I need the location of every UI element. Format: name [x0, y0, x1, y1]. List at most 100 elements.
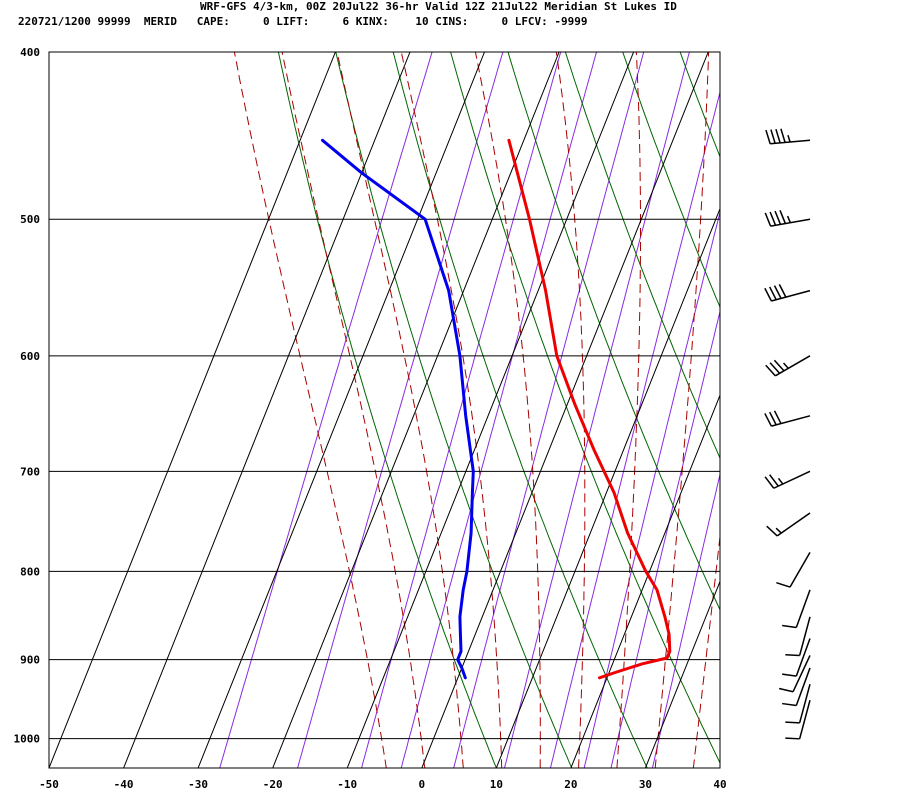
wind-barb-staff	[789, 552, 811, 588]
wind-barb-staff	[795, 638, 811, 677]
stability-indices-line: 220721/1200 99999 MERID CAPE: 0 LIFT: 6 …	[18, 15, 588, 28]
temperature-tick-label: -20	[263, 778, 283, 791]
wind-barb-staff	[773, 470, 811, 489]
isotherm-line	[570, 393, 720, 768]
wind-barb	[765, 128, 811, 145]
isotherm-line	[197, 52, 485, 768]
moist-adiabat-line	[336, 52, 464, 768]
wind-barb	[785, 616, 811, 657]
isotherm-line	[421, 52, 709, 768]
wind-barb-flag	[769, 211, 777, 226]
wind-barb	[785, 699, 811, 740]
wind-barb-half-flag	[787, 134, 791, 143]
wind-barb-flag	[775, 128, 781, 144]
pressure-tick-label: 900	[20, 654, 40, 667]
isotherm-line	[49, 52, 336, 768]
isotherm-line	[346, 52, 635, 768]
wind-barb-flag	[764, 287, 773, 302]
wind-barb	[778, 655, 811, 693]
pressure-tick-label: 500	[20, 213, 40, 226]
wind-barb-staff	[792, 655, 811, 693]
mixing-ratio-line	[361, 52, 562, 768]
wind-barb	[785, 684, 811, 724]
moist-adiabat-line	[233, 52, 387, 768]
wind-barb-half-flag	[782, 362, 789, 369]
wind-barb-flag	[764, 476, 775, 489]
wind-barb	[782, 589, 811, 629]
wind-barb-flag	[773, 410, 782, 424]
wind-barb-staff	[798, 699, 811, 740]
temperature-profile-line	[507, 138, 672, 680]
pressure-tick-label: 400	[20, 46, 40, 59]
wind-barb	[764, 410, 811, 427]
isotherm-line	[495, 207, 720, 768]
wind-barb-flag	[785, 653, 800, 657]
isotherm-line	[272, 52, 560, 768]
mixing-ratio-line	[610, 309, 720, 768]
moist-adiabat-line	[692, 532, 720, 768]
wind-barb-flag	[773, 359, 785, 372]
wind-barb	[764, 470, 811, 489]
isotherm-line	[123, 52, 411, 768]
moist-adiabat-line	[400, 52, 503, 768]
moist-adiabat-line	[555, 52, 586, 768]
wind-barb	[776, 552, 811, 588]
wind-barb-flag	[785, 737, 800, 740]
wind-barb-staff	[798, 684, 811, 724]
wind-barb	[782, 638, 811, 677]
wind-barb-flag	[778, 687, 794, 693]
isotherm-line	[644, 580, 720, 768]
wind-barb-flag	[776, 581, 791, 588]
mixing-ratio-line	[651, 472, 720, 768]
wind-barb-flag	[782, 624, 797, 629]
temperature-tick-label: 30	[639, 778, 652, 791]
mixing-ratio-line	[219, 52, 433, 768]
wind-barb	[765, 355, 811, 377]
wind-barb-staff	[771, 415, 811, 427]
moist-adiabat-line	[281, 52, 426, 768]
wind-barb-half-flag	[777, 477, 784, 485]
wind-barb-half-flag	[775, 527, 782, 534]
dry-adiabat-line	[277, 52, 497, 768]
moist-adiabat-line	[616, 52, 641, 768]
wind-barb-staff	[776, 512, 811, 537]
wind-barb-flag	[785, 721, 800, 724]
chart-title: WRF-GFS 4/3-km, 00Z 20Jul22 36-hr Valid …	[200, 0, 677, 13]
wind-barb-flag	[769, 286, 777, 301]
dry-adiabat-line	[450, 52, 720, 764]
wind-barb-flag	[773, 285, 782, 299]
dry-adiabat-line	[335, 52, 573, 768]
pressure-tick-label: 700	[20, 465, 40, 478]
mixing-ratio-line	[297, 52, 504, 768]
pressure-tick-label: 800	[20, 565, 40, 578]
wind-barb-staff	[774, 355, 811, 377]
pressure-tick-label: 1000	[14, 733, 41, 746]
wind-barb-staff	[798, 616, 811, 656]
wind-barb	[766, 512, 811, 537]
wind-barb-flag	[764, 212, 772, 227]
wind-barb-flag	[769, 474, 779, 487]
wind-barb-flag	[774, 210, 782, 225]
mixing-ratio-line	[453, 52, 645, 768]
wind-barb-flag	[780, 128, 786, 143]
wind-barb	[764, 284, 811, 302]
wind-barb	[782, 667, 811, 707]
wind-barb-staff	[795, 667, 811, 706]
moist-adiabat-line	[768, 14, 884, 783]
temperature-tick-label: 10	[490, 778, 503, 791]
wind-barb-flag	[769, 362, 781, 374]
dry-adiabat-line	[507, 52, 720, 611]
wind-barb-flag	[769, 411, 777, 426]
wind-barb-flag	[766, 525, 778, 537]
temperature-tick-label: -50	[39, 778, 59, 791]
temperature-tick-label: -10	[337, 778, 357, 791]
wind-barb-flag	[764, 413, 773, 427]
wind-barb	[764, 210, 811, 227]
wind-barb-flag	[770, 129, 776, 144]
dry-adiabat-line	[564, 52, 720, 460]
dry-adiabat-line	[622, 52, 720, 309]
mixing-ratio-line	[503, 52, 690, 768]
dry-adiabat-line	[723, 14, 900, 783]
wind-barb-flag	[782, 673, 797, 677]
